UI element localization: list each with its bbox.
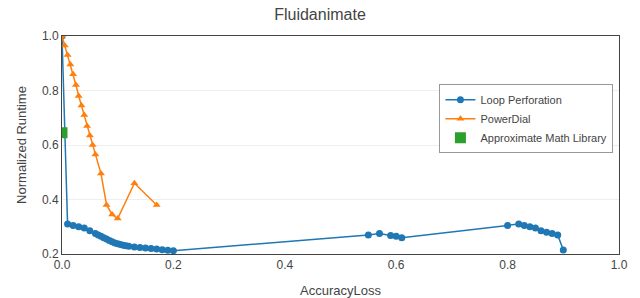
svg-text:0.8: 0.8 [42, 84, 59, 98]
svg-text:1.0: 1.0 [42, 29, 59, 43]
svg-text:1.0: 1.0 [611, 258, 628, 272]
svg-text:Normalized Runtime: Normalized Runtime [14, 86, 29, 204]
svg-text:Loop Perforation: Loop Perforation [480, 94, 561, 106]
svg-text:0.0: 0.0 [54, 258, 71, 272]
svg-text:0.4: 0.4 [276, 258, 293, 272]
svg-text:0.6: 0.6 [388, 258, 405, 272]
svg-text:0.2: 0.2 [42, 247, 59, 261]
svg-text:PowerDial: PowerDial [480, 113, 530, 125]
svg-text:0.6: 0.6 [42, 138, 59, 152]
svg-text:Fluidanimate: Fluidanimate [274, 6, 366, 23]
svg-text:Approximate Math Library: Approximate Math Library [480, 132, 606, 144]
svg-text:0.8: 0.8 [499, 258, 516, 272]
svg-text:0.2: 0.2 [165, 258, 182, 272]
svg-text:AccuracyLoss: AccuracyLoss [300, 283, 381, 298]
svg-text:0.4: 0.4 [42, 193, 59, 207]
